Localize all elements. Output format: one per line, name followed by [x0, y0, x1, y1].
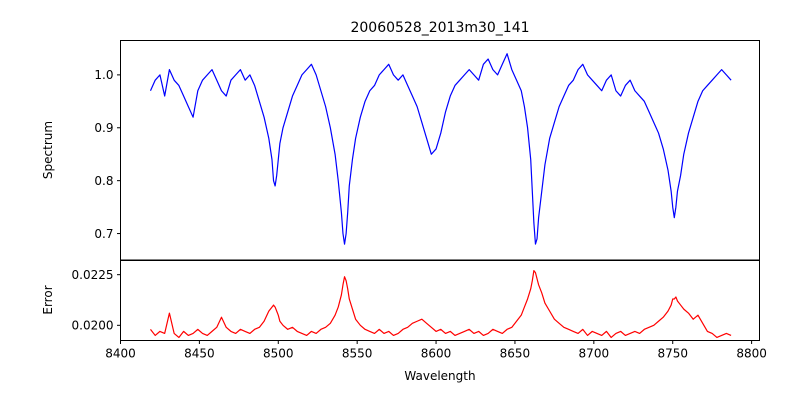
spectrum-panel: 0.7 0.8 0.9 1.0 Spectrum	[41, 40, 760, 260]
error-axes-frame	[120, 260, 760, 341]
spectrum-series-line	[149, 53, 732, 245]
error-y-tick-label: 0.0225	[72, 268, 114, 282]
x-ticks: 8400 8450 8500 8550 8600 8650 8700 8750 8800	[105, 340, 767, 361]
chart-title: 20060528_2013m30_141	[350, 20, 529, 36]
error-series-line	[150, 270, 732, 339]
x-tick-label: 8400	[105, 347, 136, 361]
spectrum-y-ticks: 0.7 0.8 0.9 1.0	[94, 68, 121, 241]
x-tick-label: 8450	[184, 347, 215, 361]
spectrum-y-axis-label: Spectrum	[41, 121, 55, 179]
x-tick-label: 8700	[579, 347, 610, 361]
error-plot-area	[120, 260, 760, 341]
spectrum-y-tick-label: 1.0	[94, 68, 113, 82]
x-tick-label: 8800	[736, 347, 767, 361]
spectrum-y-tick-label: 0.8	[94, 174, 113, 188]
spectrum-y-tick-label: 0.9	[94, 121, 113, 135]
x-axis-label: Wavelength	[404, 369, 475, 383]
x-tick-label: 8650	[500, 347, 531, 361]
error-panel: 0.0200 0.0225 8400 8450 8500 8550 8600 8650 870…	[41, 260, 767, 383]
error-y-ticks: 0.0200 0.0225	[72, 268, 121, 333]
x-tick-label: 8500	[263, 347, 294, 361]
spectrum-plot-area	[120, 40, 760, 260]
spectrum-y-tick-label: 0.7	[94, 227, 113, 241]
x-tick-label: 8550	[342, 347, 373, 361]
error-y-axis-label: Error	[41, 285, 55, 314]
x-tick-label: 8750	[657, 347, 688, 361]
error-y-tick-label: 0.0200	[72, 319, 114, 333]
x-tick-label: 8600	[421, 347, 452, 361]
